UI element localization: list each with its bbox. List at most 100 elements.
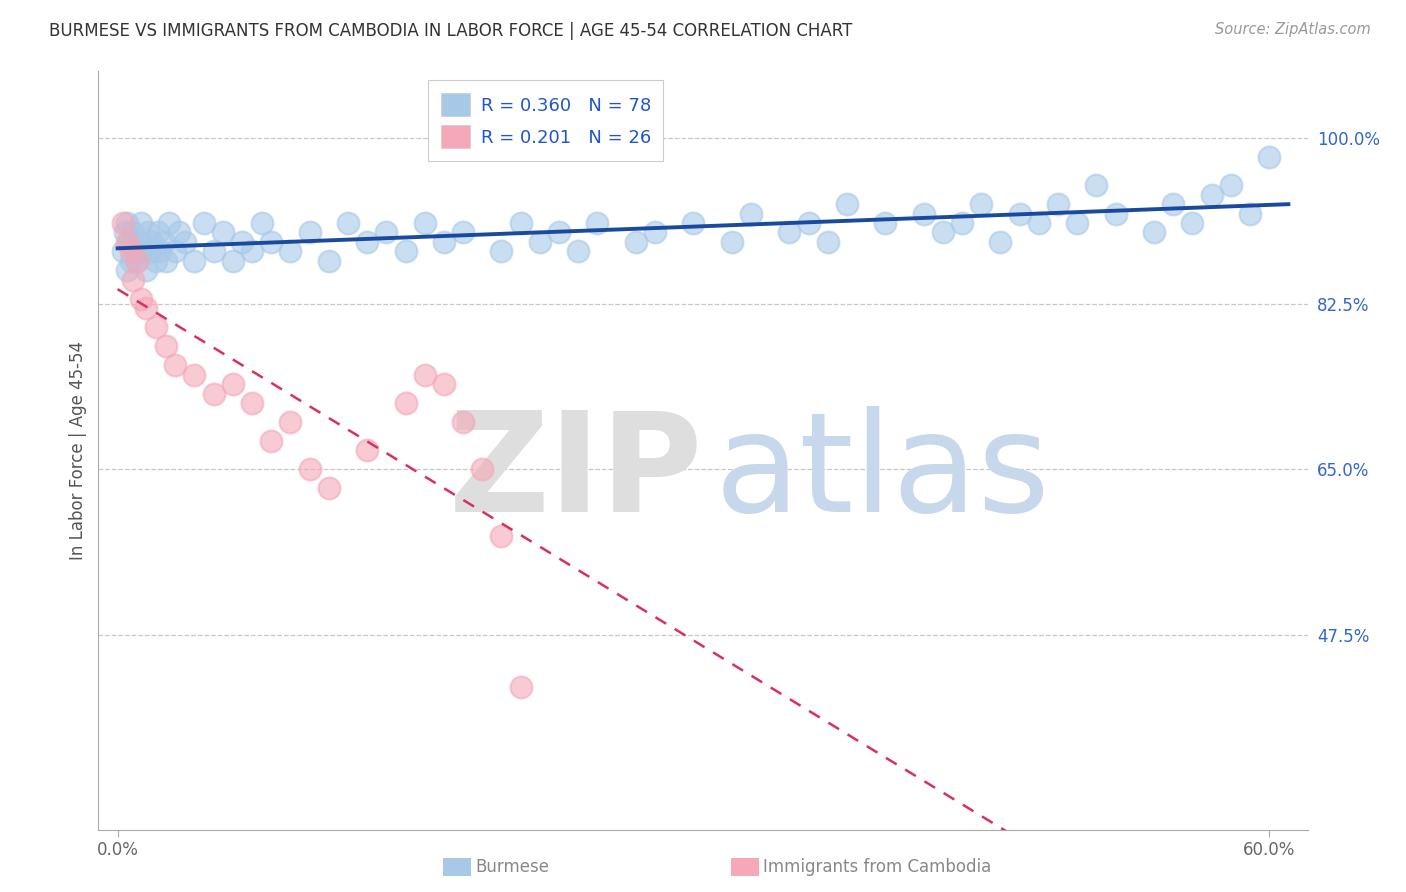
Point <box>250 216 273 230</box>
Point <box>152 235 174 249</box>
Point <box>932 226 955 240</box>
Point <box>202 244 225 259</box>
Point <box>970 197 993 211</box>
Point <box>149 244 172 259</box>
Point <box>835 197 858 211</box>
Point <box>222 377 245 392</box>
Point <box>413 216 436 230</box>
Point <box>990 235 1012 249</box>
Point <box>1239 206 1261 220</box>
Point <box>165 358 187 372</box>
Point <box>912 206 935 220</box>
Point <box>471 462 494 476</box>
Legend: R = 0.360   N = 78, R = 0.201   N = 26: R = 0.360 N = 78, R = 0.201 N = 26 <box>429 80 664 161</box>
Point <box>451 415 474 429</box>
Point <box>125 253 148 268</box>
Point <box>491 529 513 543</box>
Point <box>394 244 416 259</box>
Point <box>1161 197 1184 211</box>
Point <box>167 226 190 240</box>
Point <box>433 235 456 249</box>
Point <box>129 216 152 230</box>
Point <box>1085 178 1108 193</box>
Point <box>318 482 340 496</box>
Point <box>260 235 283 249</box>
Point <box>193 216 215 230</box>
Point <box>135 301 157 316</box>
Point <box>394 396 416 410</box>
Point <box>202 386 225 401</box>
Point <box>586 216 609 230</box>
Point <box>1219 178 1241 193</box>
Point <box>120 244 142 259</box>
Point <box>115 235 138 249</box>
Text: ZIP: ZIP <box>449 406 703 541</box>
Point <box>260 434 283 448</box>
Point <box>1104 206 1126 220</box>
Point <box>529 235 551 249</box>
Point <box>318 253 340 268</box>
Point <box>124 244 146 259</box>
Point <box>336 216 359 230</box>
Point <box>114 226 136 240</box>
Point <box>112 244 135 259</box>
Point <box>1143 226 1166 240</box>
Point <box>155 253 177 268</box>
Point <box>1028 216 1050 230</box>
Point <box>950 216 973 230</box>
Point <box>136 226 159 240</box>
Point <box>1008 206 1031 220</box>
Point <box>231 235 253 249</box>
Point <box>491 244 513 259</box>
Point <box>1181 216 1204 230</box>
Point <box>1201 187 1223 202</box>
Text: Burmese: Burmese <box>475 858 550 876</box>
Point <box>145 320 167 334</box>
Point <box>146 226 169 240</box>
Point <box>298 226 321 240</box>
Point <box>139 244 162 259</box>
Point <box>183 368 205 382</box>
Point <box>797 216 820 230</box>
Point <box>122 226 145 240</box>
Point <box>131 244 153 259</box>
Point <box>173 235 195 249</box>
Point <box>1047 197 1070 211</box>
Point <box>682 216 704 230</box>
Point <box>222 253 245 268</box>
Point <box>644 226 666 240</box>
Point <box>720 235 742 249</box>
Point <box>356 443 378 458</box>
Point <box>567 244 589 259</box>
Point <box>1258 150 1281 164</box>
Point <box>155 339 177 353</box>
Point <box>183 253 205 268</box>
Point <box>115 216 138 230</box>
Point <box>118 235 141 249</box>
Point <box>1066 216 1088 230</box>
Point <box>280 244 302 259</box>
Point <box>128 235 150 249</box>
Point <box>145 253 167 268</box>
Point <box>280 415 302 429</box>
Point <box>135 263 157 277</box>
Point <box>451 226 474 240</box>
Point <box>112 216 135 230</box>
Y-axis label: In Labor Force | Age 45-54: In Labor Force | Age 45-54 <box>69 341 87 560</box>
Point <box>240 396 263 410</box>
Point <box>548 226 571 240</box>
Point <box>125 253 148 268</box>
Point <box>165 244 187 259</box>
Point <box>115 263 138 277</box>
Point <box>159 216 181 230</box>
Point <box>624 235 647 249</box>
Point <box>122 273 145 287</box>
Text: BURMESE VS IMMIGRANTS FROM CAMBODIA IN LABOR FORCE | AGE 45-54 CORRELATION CHART: BURMESE VS IMMIGRANTS FROM CAMBODIA IN L… <box>49 22 852 40</box>
Point <box>875 216 897 230</box>
Point <box>120 253 142 268</box>
Text: Source: ZipAtlas.com: Source: ZipAtlas.com <box>1215 22 1371 37</box>
Point <box>240 244 263 259</box>
Text: atlas: atlas <box>716 406 1050 541</box>
Point <box>817 235 839 249</box>
Point <box>356 235 378 249</box>
